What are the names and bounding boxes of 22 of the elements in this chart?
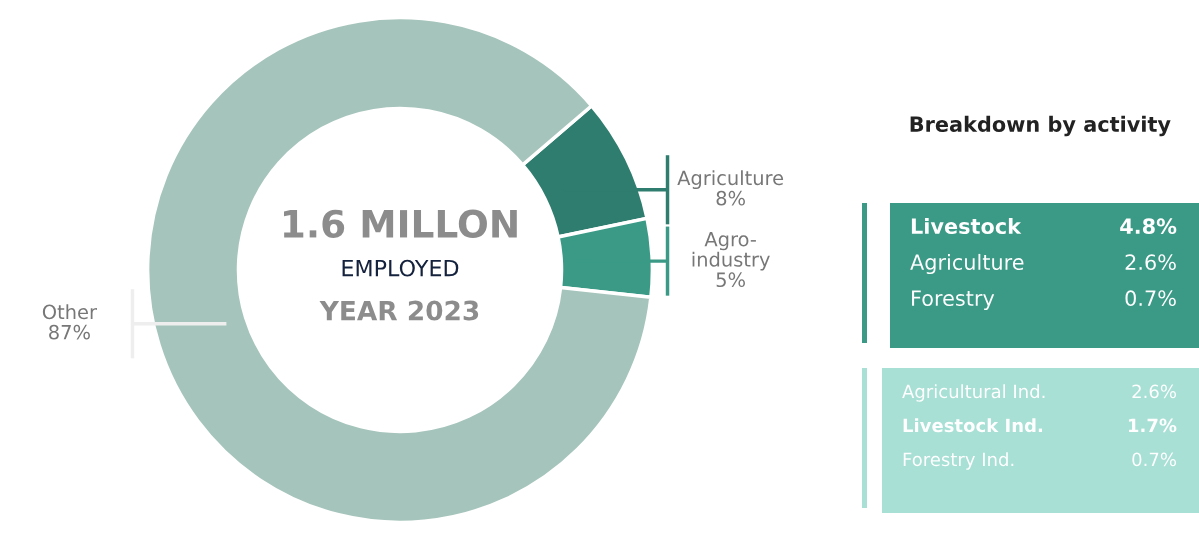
text: Breakdown by activity [910,115,1171,137]
data-label: 8% [716,190,745,206]
category-label: Agricultural Ind. [902,384,1045,402]
text: 0.7% [1132,452,1176,467]
text: YEAR 2023 [319,300,479,321]
slice-label: Agro- industry [692,232,770,271]
slice-label: Other [42,304,97,320]
category-label: Forestry [912,290,995,311]
data-label: 87% [49,324,90,340]
text: 1.7% [1128,418,1177,433]
category-label: Agriculture [910,253,1024,275]
text: 4.8% [1120,218,1177,235]
text: 1.6 MILLON [284,209,517,238]
text: 2.6% [1132,384,1176,399]
text: EMPLOYED [342,259,459,277]
data-label: 5% [716,272,745,288]
slice-label: Agriculture [677,170,784,190]
text: 2.6% [1125,254,1176,271]
category-label: Forestry Ind. [903,452,1014,470]
category-label: Livestock Ind. [903,418,1042,433]
text: 0.7% [1125,290,1176,307]
category-label: Livestock [911,217,1022,235]
